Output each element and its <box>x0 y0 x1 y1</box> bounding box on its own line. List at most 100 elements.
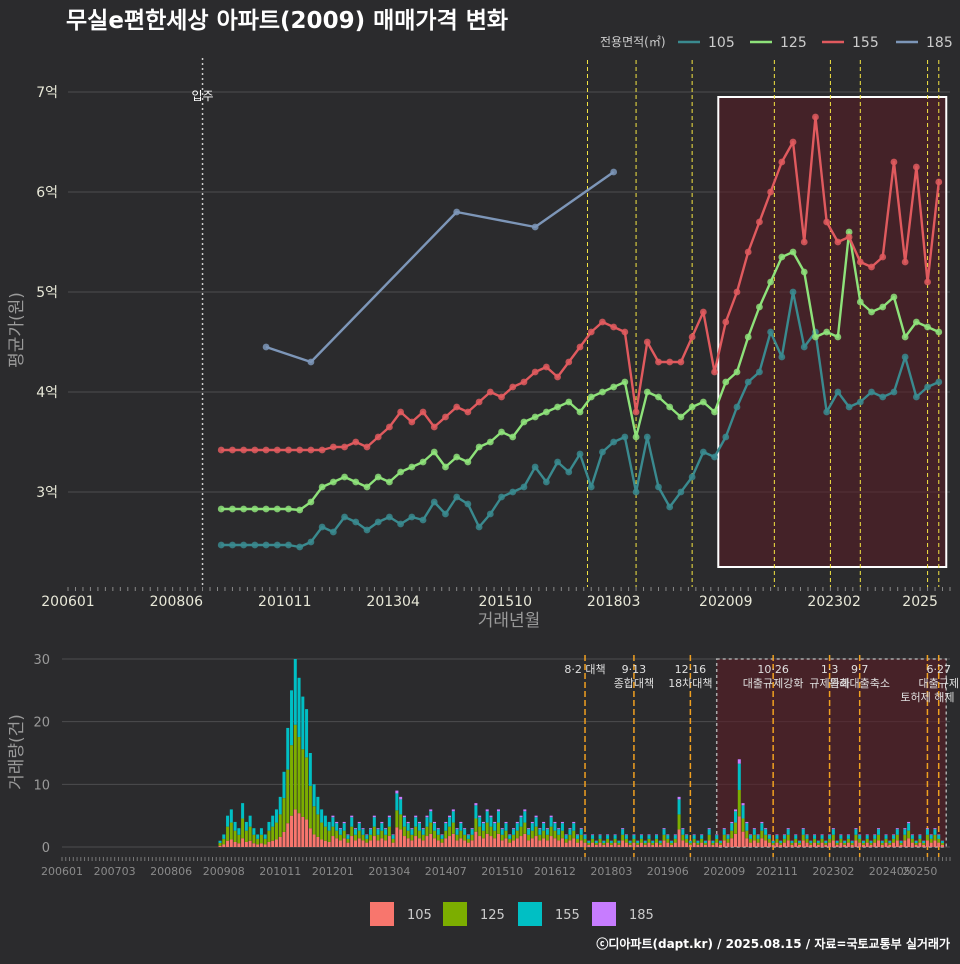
bar-segment-125 <box>305 757 308 819</box>
bar-segment-185 <box>369 828 372 829</box>
bar-segment-125 <box>715 839 718 843</box>
bar-segment-105 <box>275 839 278 847</box>
bar-segment-125 <box>862 843 865 845</box>
bar-segment-105 <box>252 843 255 847</box>
data-point-125 <box>532 414 539 421</box>
bar-segment-155 <box>595 841 598 843</box>
bar-segment-155 <box>903 829 906 835</box>
bar-segment-125 <box>346 839 349 843</box>
bar-segment-105 <box>249 841 252 847</box>
bar-segment-105 <box>309 828 312 847</box>
footer-credit: ⓒ디아파트(dapt.kr) / 2025.08.15 / 자료=국토교통부 실… <box>596 936 950 951</box>
bar-segment-185 <box>399 797 402 800</box>
data-point-155 <box>285 447 292 454</box>
bar-segment-155 <box>313 784 316 806</box>
data-point-155 <box>812 114 819 121</box>
x-tick-label: 201803 <box>590 865 632 878</box>
bar-segment-105 <box>821 843 824 847</box>
bar-segment-185 <box>760 822 763 823</box>
bar-segment-105 <box>839 843 842 847</box>
bar-segment-185 <box>678 797 681 800</box>
bar-segment-125 <box>678 814 681 829</box>
bar-segment-105 <box>234 842 237 847</box>
bar-segment-185 <box>350 816 353 818</box>
data-point-105 <box>554 459 561 466</box>
bar-segment-155 <box>783 835 786 839</box>
bar-segment-125 <box>467 839 470 843</box>
data-point-155 <box>655 359 662 366</box>
bar-segment-155 <box>858 835 861 839</box>
bar-segment-105 <box>508 843 511 847</box>
bar-segment-105 <box>798 845 801 847</box>
bar-segment-155 <box>760 823 763 831</box>
bar-segment-125 <box>226 827 229 841</box>
bar-segment-125 <box>802 835 805 841</box>
bar-segment-105 <box>896 840 899 847</box>
bar-segment-105 <box>516 838 519 847</box>
legend-label-185: 185 <box>629 908 654 923</box>
bar-segment-125 <box>617 843 620 845</box>
bar-segment-105 <box>847 843 850 847</box>
x-tick-label: 200806 <box>150 594 204 610</box>
bar-segment-155 <box>219 841 222 843</box>
data-point-125 <box>375 474 382 481</box>
bar-segment-155 <box>738 764 741 790</box>
bar-segment-185 <box>520 816 523 818</box>
x-tick-label: 200703 <box>94 865 136 878</box>
bar-segment-155 <box>854 829 857 835</box>
bar-segment-155 <box>456 829 459 835</box>
bar-segment-105 <box>279 837 282 847</box>
data-point-155 <box>734 289 741 296</box>
bar-segment-185 <box>828 834 831 835</box>
x-tick-label: 201011 <box>259 865 301 878</box>
bar-segment-185 <box>425 816 428 818</box>
data-point-105 <box>397 521 404 528</box>
bar-segment-125 <box>354 835 357 841</box>
bar-segment-155 <box>644 841 647 843</box>
data-point-125 <box>868 309 875 316</box>
bar-segment-125 <box>392 839 395 843</box>
bar-segment-125 <box>719 843 722 845</box>
bar-segment-155 <box>256 834 259 838</box>
bar-segment-155 <box>636 841 639 843</box>
bar-segment-105 <box>474 832 477 847</box>
bar-segment-125 <box>478 827 481 836</box>
bar-segment-155 <box>294 659 297 725</box>
bar-segment-155 <box>358 823 361 831</box>
policy-label: 18차대책 <box>668 677 712 690</box>
bar-segment-155 <box>794 835 797 839</box>
bar-segment-125 <box>527 835 530 841</box>
bar-segment-155 <box>320 809 323 822</box>
bar-segment-125 <box>768 839 771 843</box>
bar-segment-105 <box>907 838 910 847</box>
bar-segment-125 <box>452 823 455 834</box>
policy-label: 대출규제강화 <box>743 677 804 690</box>
data-point-185 <box>263 344 270 351</box>
bar-segment-185 <box>715 834 718 835</box>
data-point-155 <box>487 389 494 396</box>
policy-label: 특례대출축소 <box>829 677 890 690</box>
bar-segment-125 <box>362 835 365 841</box>
bar-segment-125 <box>749 839 752 843</box>
bar-segment-105 <box>621 840 624 847</box>
bar-segment-125 <box>625 839 628 843</box>
data-point-105 <box>599 449 606 456</box>
bar-segment-185 <box>463 828 466 829</box>
bar-segment-125 <box>828 839 831 843</box>
bar-segment-105 <box>422 840 425 847</box>
bar-segment-155 <box>542 823 545 831</box>
bar-segment-105 <box>787 840 790 847</box>
bar-segment-125 <box>764 835 767 841</box>
data-point-105 <box>386 514 393 521</box>
bar-segment-155 <box>523 811 526 822</box>
bar-segment-125 <box>783 839 786 843</box>
bar-segment-125 <box>493 831 496 839</box>
bar-segment-105 <box>358 838 361 847</box>
bar-segment-155 <box>802 829 805 835</box>
data-point-125 <box>633 434 640 441</box>
bar-segment-185 <box>339 828 342 829</box>
bar-segment-155 <box>798 841 801 843</box>
data-point-105 <box>633 489 640 496</box>
bar-segment-105 <box>696 845 699 847</box>
bar-segment-185 <box>749 834 752 835</box>
